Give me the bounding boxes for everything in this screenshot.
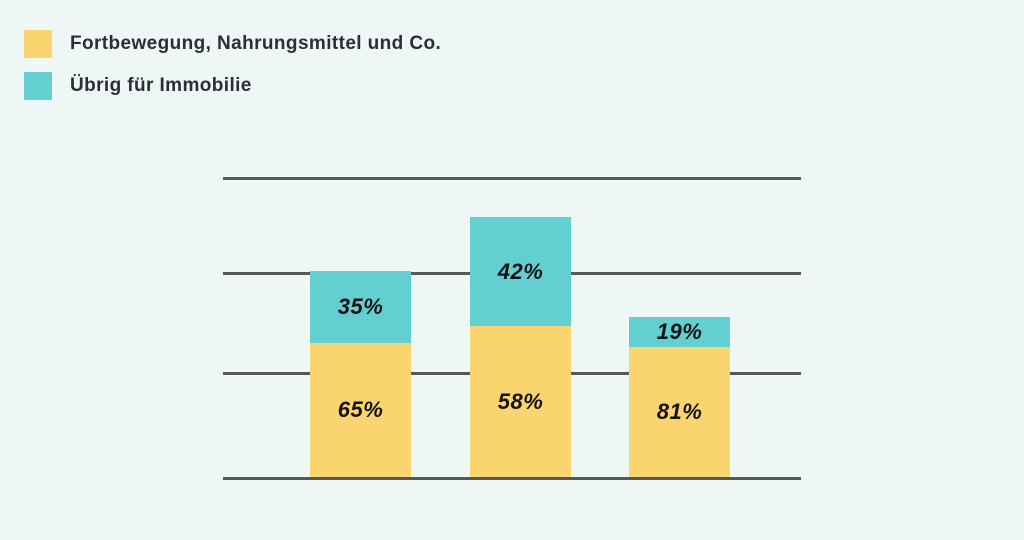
legend-swatch-yellow [24, 30, 52, 58]
legend-swatch-teal [24, 72, 52, 100]
bar-segment-uebrig: 19% [629, 317, 730, 347]
bar-value-label: 19% [656, 319, 703, 344]
bar-value-label: 65% [337, 397, 384, 422]
bar-value-label: 35% [337, 294, 384, 319]
legend-item-uebrig: Übrig für Immobilie [24, 72, 441, 100]
bar-segment-fortbewegung: 65% [310, 343, 411, 477]
bar-value-label: 81% [656, 399, 703, 424]
legend: Fortbewegung, Nahrungsmittel und Co. Übr… [24, 30, 441, 100]
stacked-bar: 19% 81% [629, 317, 730, 477]
gridline [223, 177, 801, 180]
legend-label: Fortbewegung, Nahrungsmittel und Co. [70, 33, 442, 54]
bar-segment-fortbewegung: 81% [629, 347, 730, 477]
bar-segment-uebrig: 42% [470, 217, 571, 326]
bar-segment-uebrig: 35% [310, 271, 411, 343]
bar-value-label: 58% [497, 388, 544, 414]
stacked-bar: 35% 65% [310, 271, 411, 477]
stacked-bar: 42% 58% [470, 217, 571, 477]
legend-label: Übrig für Immobilie [70, 75, 252, 96]
bar-value-label: 42% [497, 258, 544, 284]
gridline [223, 477, 801, 480]
legend-item-fortbewegung: Fortbewegung, Nahrungsmittel und Co. [24, 30, 441, 58]
bar-segment-fortbewegung: 58% [470, 326, 571, 477]
